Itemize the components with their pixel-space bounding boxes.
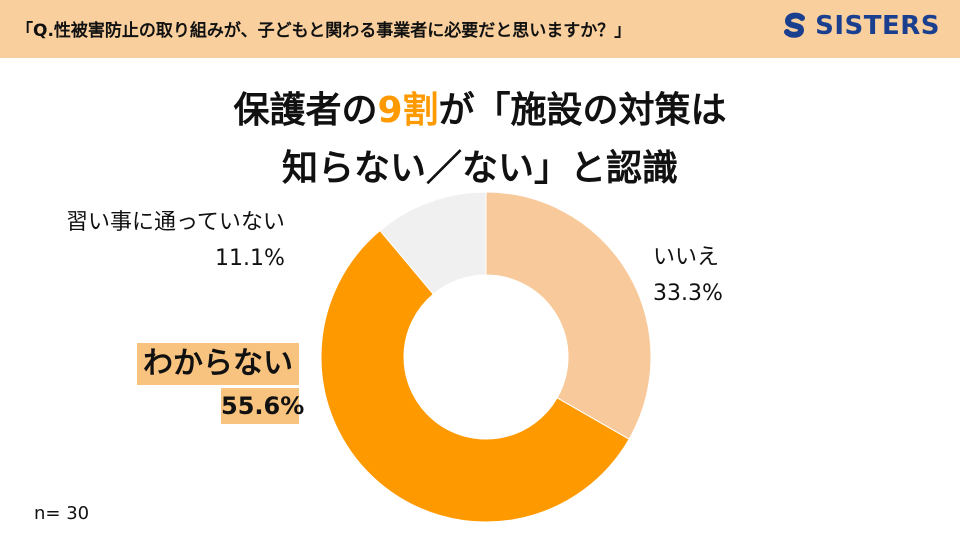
donut-slice-unknown: [320, 229, 630, 523]
slice-category-unknown: わからない: [137, 343, 299, 385]
headline: 保護者の9割が「施設の対策は 知らない／ない」と認識: [0, 82, 960, 198]
donut-slice-no: [485, 191, 652, 440]
headline-post: が「施設の対策は: [438, 90, 727, 131]
headline-line-2: 知らない／ない」と認識: [281, 148, 678, 189]
donut-slice-not-attending: [379, 191, 487, 295]
slice-value-unknown: 55.6%: [221, 388, 304, 424]
headline-accent: 9割: [377, 90, 439, 131]
sisters-logo-icon: [784, 12, 806, 38]
slice-label-no: いいえ 33.3%: [653, 240, 723, 312]
slice-label-not-attending: 習い事に通っていない 11.1%: [66, 205, 285, 277]
slice-category-not-attending: 習い事に通っていない: [66, 210, 285, 235]
slice-category-no: いいえ: [653, 245, 720, 270]
sample-size: n= 30: [34, 503, 90, 524]
slice-value-not-attending: 11.1%: [215, 246, 285, 271]
headline-pre: 保護者の: [233, 90, 378, 131]
survey-question: 「Q.性被害防止の取り組みが、子どもと関わる事業者に必要だと思いますか？」: [16, 21, 632, 41]
header-bar: 「Q.性被害防止の取り組みが、子どもと関わる事業者に必要だと思いますか？」 SI…: [0, 0, 960, 58]
brand-logo: SISTERS: [781, 11, 940, 41]
headline-line-1: 保護者の9割が「施設の対策は: [0, 82, 960, 140]
brand-name: SISTERS: [815, 11, 940, 41]
slice-value-no: 33.3%: [653, 281, 723, 306]
